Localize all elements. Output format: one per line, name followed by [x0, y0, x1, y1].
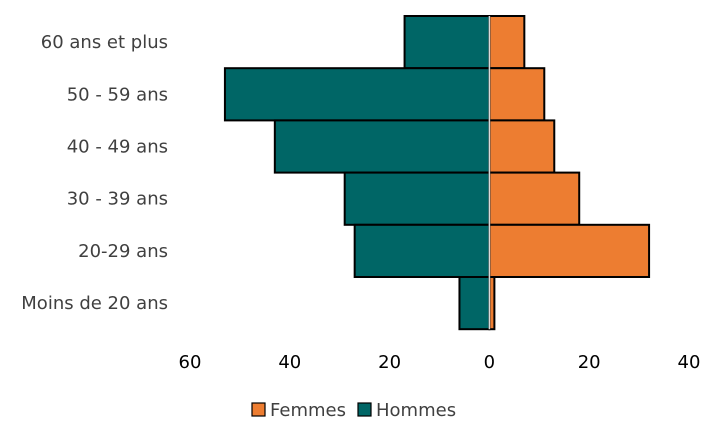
bar-hommes-40-49-ans — [273, 119, 491, 174]
legend-swatch-hommes — [357, 402, 372, 417]
bar-hommes-30-39-ans — [343, 171, 491, 226]
category-labels: 60 ans et plus 50 - 59 ans 40 - 49 ans 30 -… — [21, 32, 168, 314]
x-tick-label: 0 — [484, 352, 495, 373]
legend-swatch-femmes — [251, 402, 266, 417]
x-tick-label: 20 — [378, 352, 401, 373]
bar-hommes-20-29-ans — [353, 223, 491, 279]
category-label-40-49-ans: 40 - 49 ans — [67, 137, 168, 158]
bar-femmes-60-ans-et-plus — [488, 15, 526, 70]
x-tick-label: 60 — [179, 352, 202, 373]
category-label-60-ans-et-plus: 60 ans et plus — [41, 32, 168, 53]
x-tick-labels: 60 40 20 0 20 40 — [179, 352, 701, 373]
bar-femmes-30-39-ans — [488, 171, 581, 226]
legend-label-hommes: Hommes — [376, 400, 456, 421]
category-label-moins-de-20-ans: Moins de 20 ans — [21, 293, 168, 314]
bar-femmes-20-29-ans — [488, 223, 651, 279]
bar-hommes-moins-de-20-ans — [458, 276, 491, 331]
category-label-50-59-ans: 50 - 59 ans — [67, 84, 168, 105]
x-tick-label: 40 — [678, 352, 701, 373]
category-label-30-39-ans: 30 - 39 ans — [67, 189, 168, 210]
legend-label-femmes: Femmes — [270, 400, 346, 421]
bar-hommes-50-59-ans — [223, 67, 491, 122]
bar-hommes-60-ans-et-plus — [403, 15, 491, 70]
x-tick-label: 20 — [578, 352, 601, 373]
bars-layer — [223, 15, 651, 331]
x-tick-label: 40 — [278, 352, 301, 373]
category-label-20-29-ans: 20-29 ans — [78, 241, 168, 262]
bar-femmes-40-49-ans — [488, 119, 556, 174]
legend: Femmes Hommes — [251, 400, 456, 421]
bar-femmes-50-59-ans — [488, 67, 546, 122]
